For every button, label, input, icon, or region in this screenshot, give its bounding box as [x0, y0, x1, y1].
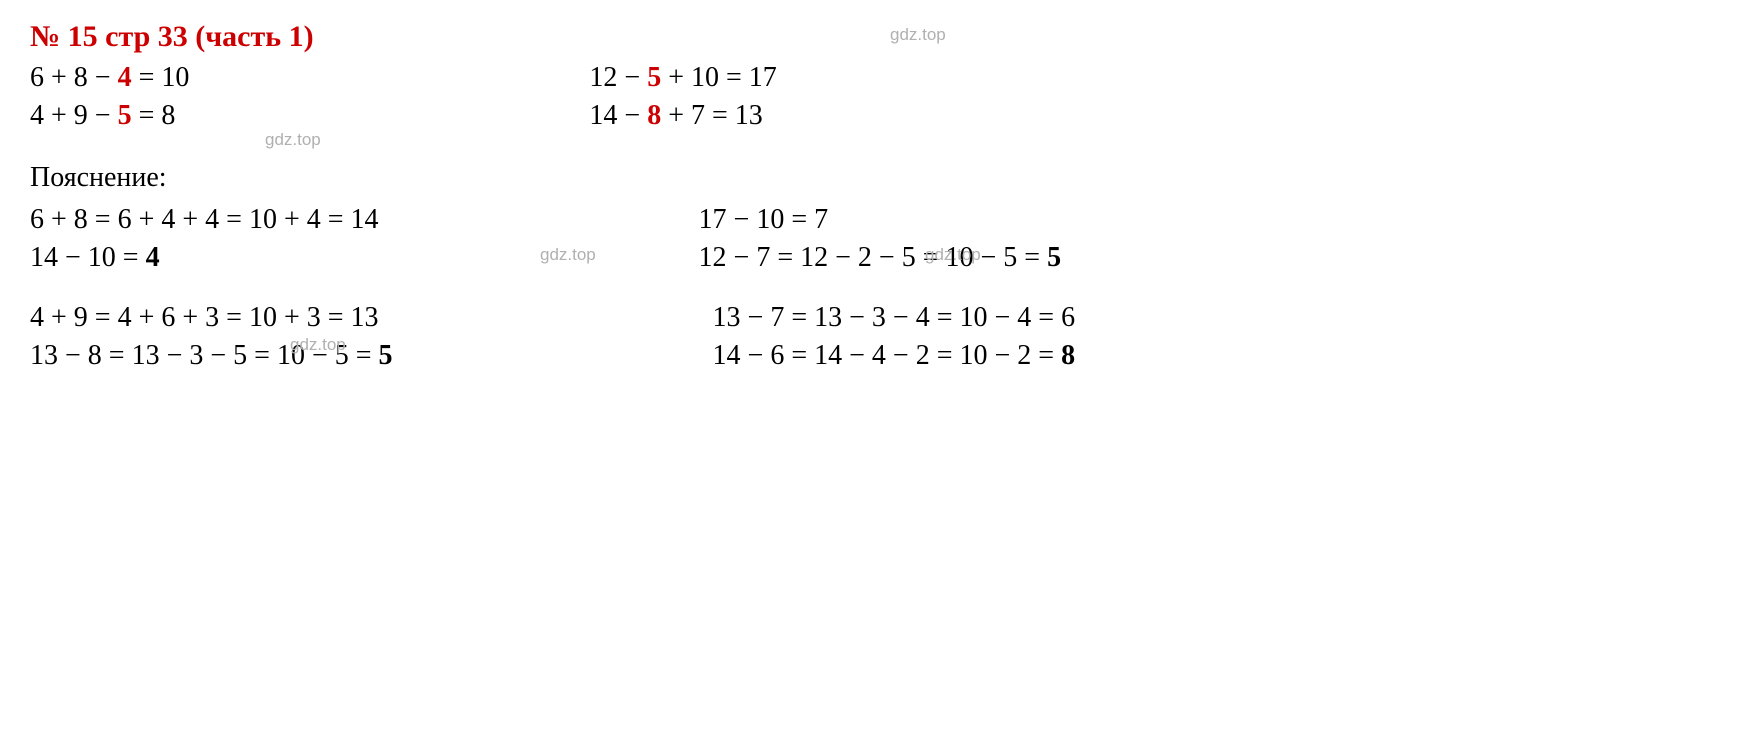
explain-prefix: 12 − 7 = 12 − 2 − 5 = 10 − 5 =	[699, 242, 1048, 273]
equation-prefix: 4 + 9 −	[30, 100, 118, 131]
explain-line: 14 − 6 = 14 − 4 − 2 = 10 − 2 = 8	[713, 340, 1076, 372]
equation: 4 + 9 − 5 = 8	[30, 100, 189, 132]
explain-line: 14 − 10 = 4	[30, 242, 379, 274]
watermark: gdz.top	[290, 335, 346, 355]
equation-highlight: 5	[647, 62, 661, 93]
watermark: gdz.top	[540, 245, 596, 265]
explain-line: 4 + 9 = 4 + 6 + 3 = 10 + 3 = 13	[30, 302, 393, 334]
explain-prefix: 14 − 6 = 14 − 4 − 2 = 10 − 2 =	[713, 340, 1062, 371]
explain-group-1: 6 + 8 = 6 + 4 + 4 = 10 + 4 = 14 14 − 10 …	[30, 204, 1716, 274]
equation-suffix: + 7 = 13	[661, 100, 763, 131]
watermark: gdz.top	[265, 130, 321, 150]
watermark: gdz.top	[925, 245, 981, 265]
equation: 14 − 8 + 7 = 13	[589, 100, 776, 132]
explain-bold: 4	[146, 242, 160, 273]
top-equations-row: 6 + 8 − 4 = 10 4 + 9 − 5 = 8 12 − 5 + 10…	[30, 62, 1716, 132]
explain-bold: 8	[1061, 340, 1075, 371]
explain-line: 13 − 7 = 13 − 3 − 4 = 10 − 4 = 6	[713, 302, 1076, 334]
explain-left-column: 6 + 8 = 6 + 4 + 4 = 10 + 4 = 14 14 − 10 …	[30, 204, 379, 274]
top-right-column: 12 − 5 + 10 = 17 14 − 8 + 7 = 13	[589, 62, 776, 132]
explain-right-column: 17 − 10 = 7 12 − 7 = 12 − 2 − 5 = 10 − 5…	[699, 204, 1062, 274]
exercise-title: № 15 стр 33 (часть 1)	[30, 20, 1716, 54]
equation-highlight: 5	[118, 100, 132, 131]
equation-highlight: 4	[118, 62, 132, 93]
explain-line: 17 − 10 = 7	[699, 204, 1062, 236]
equation: 12 − 5 + 10 = 17	[589, 62, 776, 94]
explain-prefix: 14 − 10 =	[30, 242, 146, 273]
equation-prefix: 6 + 8 −	[30, 62, 118, 93]
equation-prefix: 12 −	[589, 62, 647, 93]
equation-suffix: = 8	[132, 100, 176, 131]
explanation-label: Пояснение:	[30, 162, 1716, 194]
explain-line: 6 + 8 = 6 + 4 + 4 = 10 + 4 = 14	[30, 204, 379, 236]
equation: 6 + 8 − 4 = 10	[30, 62, 189, 94]
equation-suffix: = 10	[132, 62, 190, 93]
explain-bold: 5	[1047, 242, 1061, 273]
explain-right-column: 13 − 7 = 13 − 3 − 4 = 10 − 4 = 6 14 − 6 …	[713, 302, 1076, 372]
equation-highlight: 8	[647, 100, 661, 131]
equation-suffix: + 10 = 17	[661, 62, 777, 93]
explain-group-2: 4 + 9 = 4 + 6 + 3 = 10 + 3 = 13 13 − 8 =…	[30, 302, 1716, 372]
top-left-column: 6 + 8 − 4 = 10 4 + 9 − 5 = 8	[30, 62, 189, 132]
watermark: gdz.top	[890, 25, 946, 45]
page-container: № 15 стр 33 (часть 1) gdz.top 6 + 8 − 4 …	[30, 20, 1716, 372]
explain-bold: 5	[379, 340, 393, 371]
equation-prefix: 14 −	[589, 100, 647, 131]
explain-line: 12 − 7 = 12 − 2 − 5 = 10 − 5 = 5	[699, 242, 1062, 274]
